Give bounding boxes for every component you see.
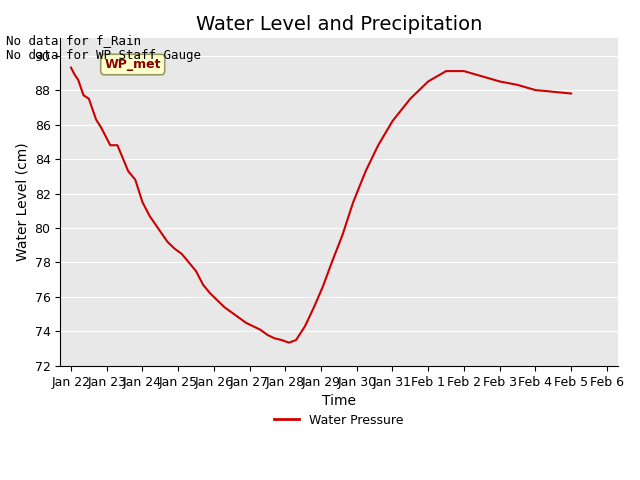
Legend: Water Pressure: Water Pressure: [269, 409, 409, 432]
Text: No data for f_Rain
No data for WP Staff Gauge: No data for f_Rain No data for WP Staff …: [6, 34, 202, 61]
X-axis label: Time: Time: [322, 394, 356, 408]
Y-axis label: Water Level (cm): Water Level (cm): [15, 143, 29, 262]
Text: WP_met: WP_met: [104, 58, 161, 71]
Title: Water Level and Precipitation: Water Level and Precipitation: [196, 15, 482, 34]
